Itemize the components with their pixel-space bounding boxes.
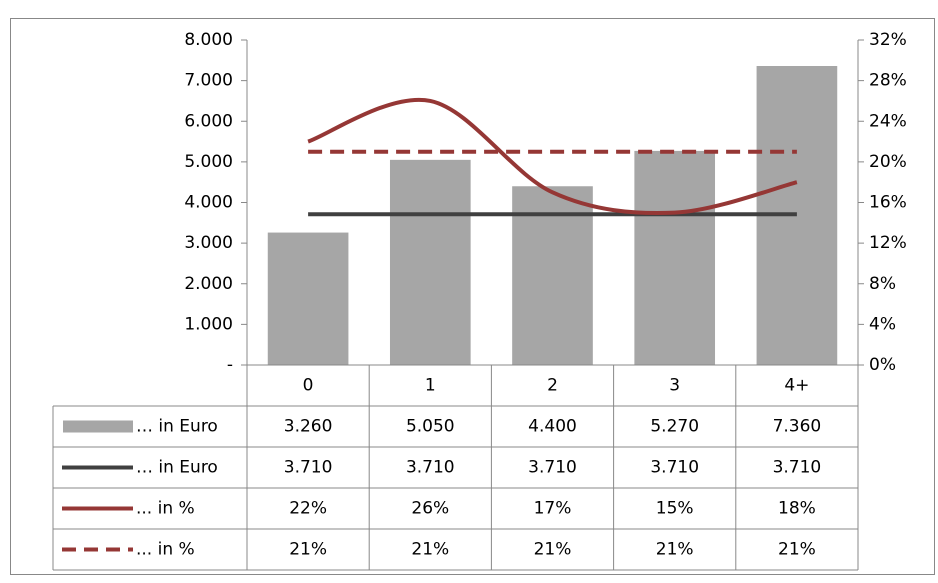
- table-cell: 21%: [289, 540, 327, 560]
- x-tick-label: 3: [669, 376, 680, 396]
- legend-label: … in Euro: [136, 458, 218, 478]
- legend-label: ... in %: [136, 499, 195, 519]
- table-cell: 3.260: [284, 417, 333, 437]
- table-cell: 21%: [656, 540, 694, 560]
- y2-tick-label: 0%: [869, 355, 896, 375]
- y-tick-label: 2.000: [184, 274, 233, 294]
- table-cell: 17%: [534, 499, 572, 519]
- bar: [389, 159, 471, 365]
- table-cell: 3.710: [406, 458, 455, 478]
- y2-tick-label: 24%: [869, 111, 907, 131]
- y2-tick-label: 16%: [869, 193, 907, 213]
- table-cell: 21%: [778, 540, 816, 560]
- x-tick-label: 4+: [784, 376, 809, 396]
- bar: [634, 150, 716, 365]
- bar: [267, 232, 349, 365]
- table-cell: 3.710: [284, 458, 333, 478]
- x-tick-label: 2: [547, 376, 558, 396]
- table-cell: 21%: [411, 540, 449, 560]
- x-tick-label: 1: [425, 376, 436, 396]
- y-tick-label: 3.000: [184, 233, 233, 253]
- table-cell: 3.710: [650, 458, 699, 478]
- table-cell: 18%: [778, 499, 816, 519]
- y2-tick-label: 12%: [869, 233, 907, 253]
- legend-label: ... in %: [136, 540, 195, 560]
- x-tick-label: 0: [303, 376, 314, 396]
- y2-tick-label: 4%: [869, 314, 896, 334]
- y-tick-label: 8.000: [184, 30, 233, 50]
- table-cell: 5.050: [406, 417, 455, 437]
- y-tick-label: 7.000: [184, 71, 233, 91]
- legend-label: … in Euro: [136, 417, 218, 437]
- y-tick-label: 5.000: [184, 152, 233, 172]
- legend-key: [63, 420, 133, 433]
- table-cell: 26%: [411, 499, 449, 519]
- table-cell: 15%: [656, 499, 694, 519]
- table-cell: 5.270: [650, 417, 699, 437]
- table-cell: 3.710: [528, 458, 577, 478]
- y2-tick-label: 8%: [869, 274, 896, 294]
- table-cell: 7.360: [773, 417, 822, 437]
- table-cell: 22%: [289, 499, 327, 519]
- y2-tick-label: 28%: [869, 71, 907, 91]
- y2-tick-label: 32%: [869, 30, 907, 50]
- smooth-line: [307, 97, 798, 216]
- y-tick-label: 1.000: [184, 314, 233, 334]
- table-cell: 4.400: [528, 417, 577, 437]
- table-cell: 21%: [534, 540, 572, 560]
- y2-tick-label: 20%: [869, 152, 907, 172]
- y-tick-label: 4.000: [184, 193, 233, 213]
- y-tick-label: 6.000: [184, 111, 233, 131]
- table-cell: 3.710: [773, 458, 822, 478]
- y-tick-label: -: [227, 355, 233, 375]
